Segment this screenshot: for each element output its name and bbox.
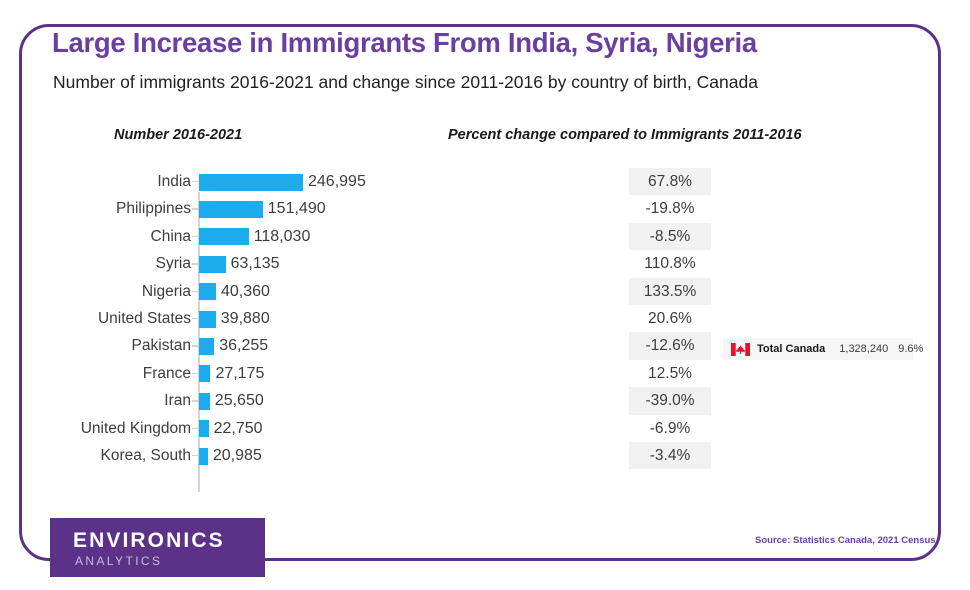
value-bar	[199, 173, 303, 191]
table-row: Korea, South 20,985 -3.4%	[0, 442, 922, 470]
source-note: Source: Statistics Canada, 2021 Census	[755, 535, 936, 546]
table-row: United Kingdom 22,750 -6.9%	[0, 415, 922, 442]
bar-value-label: 25,650	[214, 392, 264, 410]
value-bar	[199, 365, 211, 383]
chart-axis-line	[198, 192, 200, 492]
percent-change-value: 20.6%	[648, 310, 692, 327]
value-bar	[199, 310, 216, 328]
table-row: Pakistan 36,255 -12.6%	[0, 332, 922, 360]
axis-tick	[192, 454, 199, 457]
value-bar	[199, 283, 216, 301]
percent-row-band	[629, 387, 711, 415]
percent-row-band	[629, 332, 711, 360]
axis-tick	[192, 427, 199, 430]
country-label: United Kingdom	[80, 419, 191, 437]
bar-chart-plot: India 246,995 67.8% Philippines 151,490 -19.8…	[0, 168, 922, 492]
total-canada-percent: 9.6%	[898, 343, 924, 355]
percent-change-value: -19.8%	[645, 200, 695, 218]
table-row: India 246,995 67.8%	[0, 168, 922, 196]
percent-row-band	[629, 277, 711, 305]
table-row: Philippines 151,490 -19.8%	[0, 195, 922, 222]
table-row: Nigeria 40,360 133.5%	[0, 277, 922, 305]
percent-row-band	[629, 442, 711, 470]
bar-value-label: 151,490	[267, 200, 326, 218]
axis-tick	[192, 345, 199, 347]
percent-change-value: -6.9%	[649, 419, 691, 437]
table-row: Syria 63,135 110.8%	[0, 250, 922, 277]
value-bar	[199, 420, 209, 438]
axis-tick	[192, 263, 199, 265]
country-label: Philippines	[116, 200, 191, 218]
total-canada-label: Total Canada	[757, 343, 826, 355]
value-bar	[199, 392, 210, 410]
page-subtitle: Number of immigrants 2016-2021 and chang…	[53, 72, 758, 92]
percent-change-value: -8.5%	[649, 227, 691, 245]
axis-tick	[192, 235, 199, 238]
percent-change-value: 12.5%	[648, 364, 692, 382]
percent-change-value: -39.0%	[645, 392, 695, 410]
bar-value-label: 246,995	[308, 173, 366, 190]
axis-tick	[192, 180, 199, 183]
logo-secondary-text: ANALYTICS	[75, 554, 163, 568]
country-label: China	[150, 227, 192, 245]
percent-change-value: -12.6%	[645, 337, 695, 355]
bar-value-label: 63,135	[230, 255, 280, 273]
axis-tick	[192, 400, 199, 402]
percent-change-value: 133.5%	[643, 282, 697, 300]
table-row: Iran 25,650 -39.0%	[0, 387, 922, 415]
bar-value-label: 22,750	[213, 419, 263, 437]
country-label: Syria	[155, 255, 191, 273]
country-label: Korea, South	[100, 447, 191, 464]
percent-change-value: 110.8%	[644, 255, 696, 273]
chart-card-frame	[19, 24, 941, 561]
table-row: United States 39,880 20.6%	[0, 305, 922, 332]
country-label: Nigeria	[141, 282, 191, 300]
canada-flag-icon	[731, 342, 750, 356]
value-bar	[199, 228, 249, 246]
axis-tick	[192, 208, 199, 210]
percent-row-band	[629, 222, 711, 251]
country-label: Iran	[164, 392, 191, 410]
bar-value-label: 20,985	[212, 447, 262, 464]
bar-value-label: 36,255	[219, 337, 269, 355]
page-title: Large Increase in Immigrants From India,…	[52, 27, 757, 58]
axis-tick	[192, 317, 199, 320]
table-row: France 27,175 12.5%	[0, 360, 922, 387]
percent-row-band	[629, 168, 711, 196]
total-canada-number: 1,328,240	[839, 343, 889, 355]
country-label: Pakistan	[131, 337, 191, 355]
value-bar	[199, 447, 208, 465]
environics-analytics-logo: ENVIRONICS ANALYTICS	[50, 518, 265, 577]
value-bar	[199, 255, 226, 273]
percent-change-value: -3.4%	[649, 447, 691, 464]
bar-value-label: 118,030	[253, 227, 311, 245]
bar-value-label: 39,880	[220, 310, 270, 327]
country-label: India	[157, 173, 191, 190]
country-label: France	[142, 364, 191, 382]
percent-change-value: 67.8%	[648, 173, 692, 190]
bar-value-label: 27,175	[215, 364, 265, 382]
bar-value-label: 40,360	[220, 282, 270, 300]
value-bar	[199, 337, 215, 355]
axis-tick	[192, 290, 199, 293]
column-header-percent: Percent change compared to Immigrants 20…	[448, 127, 802, 143]
value-bar	[199, 200, 263, 218]
column-header-number: Number 2016-2021	[114, 127, 243, 143]
country-label: United States	[97, 310, 191, 327]
total-canada-badge: Total Canada 1,328,240 9.6%	[723, 338, 923, 360]
table-row: China 118,030 -8.5%	[0, 222, 922, 251]
axis-tick	[192, 372, 199, 375]
logo-primary-text: ENVIRONICS	[73, 529, 225, 552]
